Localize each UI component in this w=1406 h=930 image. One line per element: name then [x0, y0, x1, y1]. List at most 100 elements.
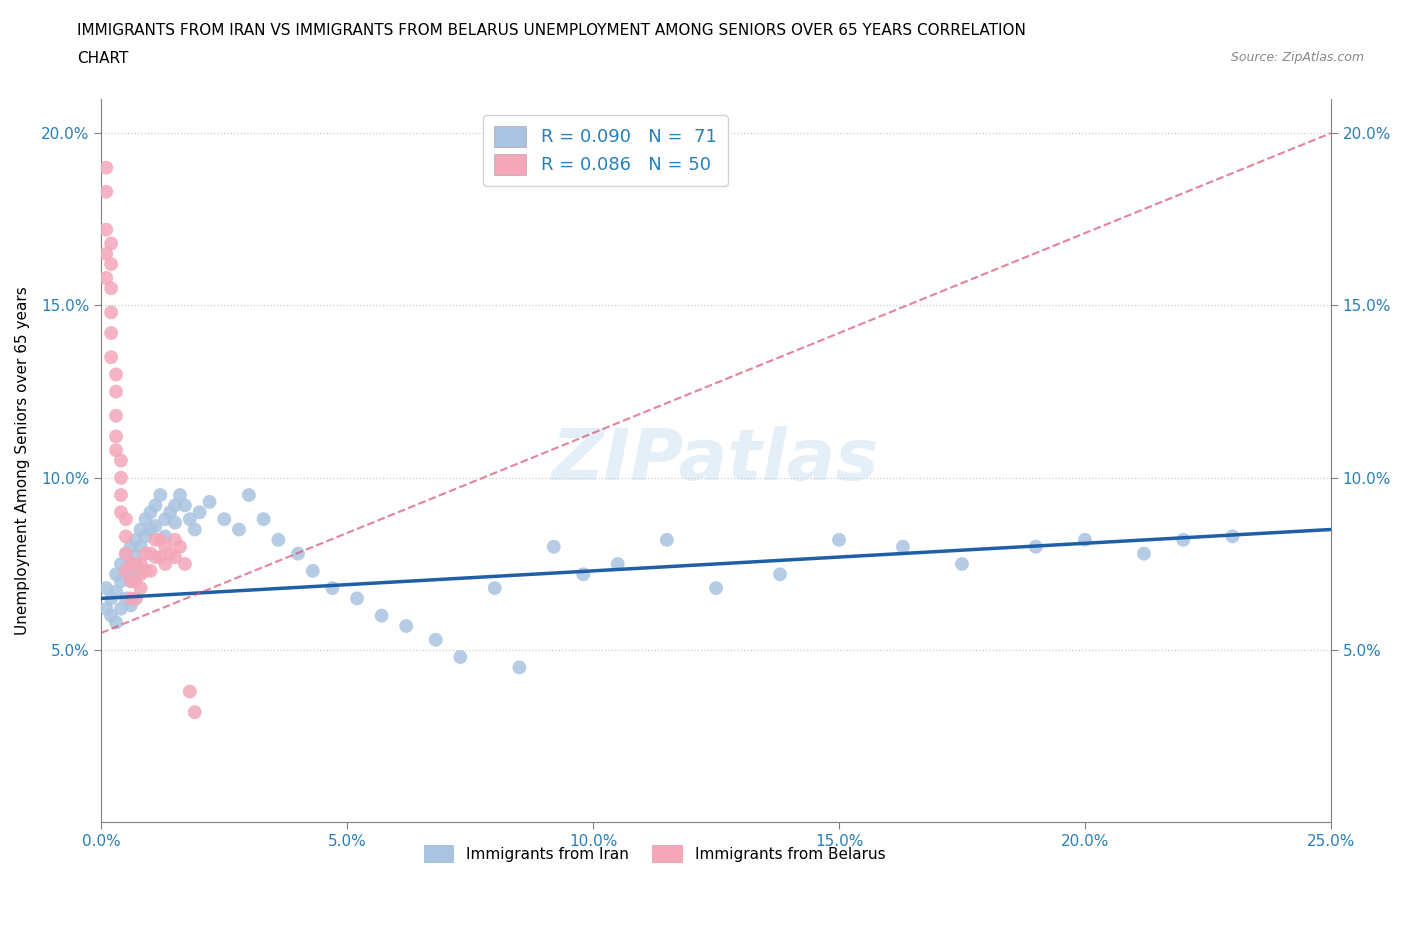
Point [115, 564, 138, 578]
Point [100, 281, 122, 296]
Point [655, 532, 678, 547]
Point [267, 532, 290, 547]
Point [572, 567, 595, 582]
Point [165, 532, 187, 547]
Point [1222, 529, 1244, 544]
Point [100, 350, 122, 365]
Point [129, 564, 152, 578]
Point [321, 580, 343, 595]
Point [139, 564, 162, 578]
Point [155, 539, 177, 554]
Text: IMMIGRANTS FROM IRAN VS IMMIGRANTS FROM BELARUS UNEMPLOYMENT AMONG SENIORS OVER : IMMIGRANTS FROM IRAN VS IMMIGRANTS FROM … [77, 23, 1026, 38]
Point [100, 257, 122, 272]
Point [184, 705, 207, 720]
Point [120, 574, 142, 589]
Point [174, 556, 197, 571]
Point [115, 564, 138, 578]
Point [115, 512, 138, 526]
Point [145, 519, 167, 534]
Point [115, 529, 138, 544]
Point [346, 591, 368, 605]
Point [145, 498, 167, 512]
Point [606, 556, 628, 571]
Y-axis label: Unemployment Among Seniors over 65 years: Unemployment Among Seniors over 65 years [15, 286, 30, 635]
Point [149, 550, 172, 565]
Point [395, 618, 418, 633]
Point [100, 608, 122, 623]
Point [125, 574, 148, 589]
Point [135, 529, 157, 544]
Point [449, 649, 471, 664]
Point [1025, 539, 1047, 554]
Point [115, 546, 138, 561]
Point [828, 532, 851, 547]
Point [100, 591, 122, 605]
Point [704, 580, 727, 595]
Point [105, 384, 128, 399]
Point [125, 556, 148, 571]
Point [1074, 532, 1097, 547]
Point [96, 246, 118, 261]
Point [139, 505, 162, 520]
Point [105, 615, 128, 630]
Point [115, 591, 138, 605]
Point [135, 512, 157, 526]
Point [110, 471, 132, 485]
Text: ZIPatlas: ZIPatlas [553, 426, 880, 495]
Point [96, 602, 118, 617]
Point [125, 567, 148, 582]
Point [120, 556, 142, 571]
Point [508, 660, 530, 675]
Point [105, 408, 128, 423]
Point [96, 184, 118, 199]
Point [198, 495, 221, 510]
Point [155, 512, 177, 526]
Point [425, 632, 447, 647]
Point [149, 532, 172, 547]
Point [96, 271, 118, 286]
Legend: Immigrants from Iran, Immigrants from Belarus: Immigrants from Iran, Immigrants from Be… [418, 839, 891, 869]
Point [769, 567, 792, 582]
Point [110, 574, 132, 589]
Point [1133, 546, 1156, 561]
Point [1173, 532, 1195, 547]
Point [105, 584, 128, 599]
Point [543, 539, 565, 554]
Point [135, 564, 157, 578]
Point [105, 367, 128, 382]
Point [129, 556, 152, 571]
Point [891, 539, 914, 554]
Point [252, 512, 274, 526]
Point [370, 608, 392, 623]
Point [174, 498, 197, 512]
Point [228, 522, 250, 537]
Point [155, 556, 177, 571]
Point [165, 498, 187, 512]
Point [179, 512, 201, 526]
Point [96, 160, 118, 175]
Point [129, 567, 152, 582]
Point [145, 550, 167, 565]
Point [110, 453, 132, 468]
Point [120, 598, 142, 613]
Point [125, 591, 148, 605]
Point [129, 580, 152, 595]
Point [120, 574, 142, 589]
Point [155, 529, 177, 544]
Point [287, 546, 309, 561]
Point [110, 602, 132, 617]
Point [145, 532, 167, 547]
Point [165, 550, 187, 565]
Point [96, 222, 118, 237]
Point [129, 539, 152, 554]
Point [120, 556, 142, 571]
Point [165, 515, 187, 530]
Point [100, 326, 122, 340]
Point [139, 522, 162, 537]
Text: CHART: CHART [77, 51, 129, 66]
Point [169, 539, 191, 554]
Point [169, 487, 191, 502]
Point [110, 505, 132, 520]
Text: Source: ZipAtlas.com: Source: ZipAtlas.com [1230, 51, 1364, 64]
Point [129, 522, 152, 537]
